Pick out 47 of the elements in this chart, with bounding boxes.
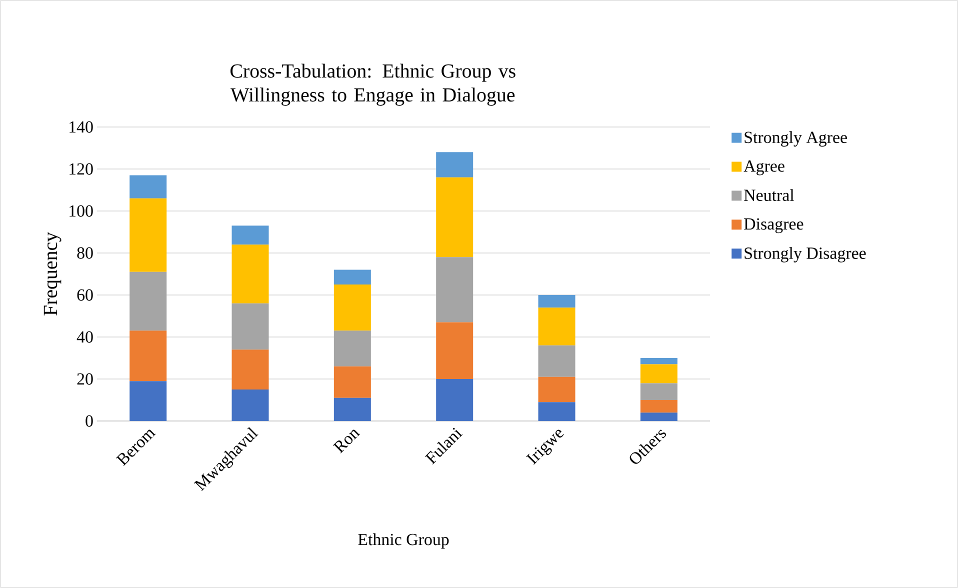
bar: [232, 244, 269, 304]
bar: [538, 376, 576, 402]
bar: [232, 389, 269, 421]
bar: [436, 152, 474, 178]
bar: [334, 270, 371, 284]
bar: [436, 322, 474, 379]
legend-label: Agree: [744, 160, 784, 176]
y-tick-label: 140: [70, 121, 93, 133]
bar: [232, 350, 269, 390]
y-tick-label: 80: [77, 247, 93, 259]
bar: [130, 381, 167, 421]
x-tick-label: Ron: [332, 430, 360, 454]
bar: [640, 383, 678, 400]
bar: [130, 175, 167, 198]
bar: [130, 272, 167, 331]
bar: [334, 398, 371, 421]
bar: [334, 284, 371, 331]
legend-label: Strongly Agree: [744, 131, 847, 147]
y-tick-label: 100: [70, 205, 93, 217]
bar: [436, 378, 474, 421]
bar: [538, 308, 576, 346]
chart-title: Cross-Tabulation: Ethnic Group vs Willingness to Engage in Dialogue: [230, 64, 516, 106]
y-tick-label: 60: [77, 289, 93, 301]
bar: [334, 366, 371, 398]
legend-label: Neutral: [744, 189, 794, 201]
bar: [640, 412, 678, 421]
y-tick-label: 120: [70, 163, 93, 175]
x-axis-title: Ethnic Group: [358, 533, 449, 549]
bar: [640, 400, 678, 413]
y-axis-title: Frequency: [44, 232, 62, 316]
y-tick-label: 20: [77, 373, 93, 385]
bar: [640, 364, 678, 384]
y-tick-label: 40: [76, 331, 93, 343]
bar: [538, 294, 576, 308]
bar: [436, 257, 474, 322]
legend-label: Strongly Disagree: [744, 246, 866, 262]
bar: [640, 358, 678, 364]
legend-label: Disagree: [744, 218, 804, 234]
bar: [538, 345, 576, 377]
bar: [130, 198, 167, 272]
bar: [538, 402, 576, 421]
bar: [232, 303, 269, 350]
bar: [334, 330, 371, 366]
bar: [436, 177, 474, 258]
bar: [232, 226, 269, 245]
bar: [130, 330, 167, 382]
y-tick-label: 0: [86, 415, 93, 427]
